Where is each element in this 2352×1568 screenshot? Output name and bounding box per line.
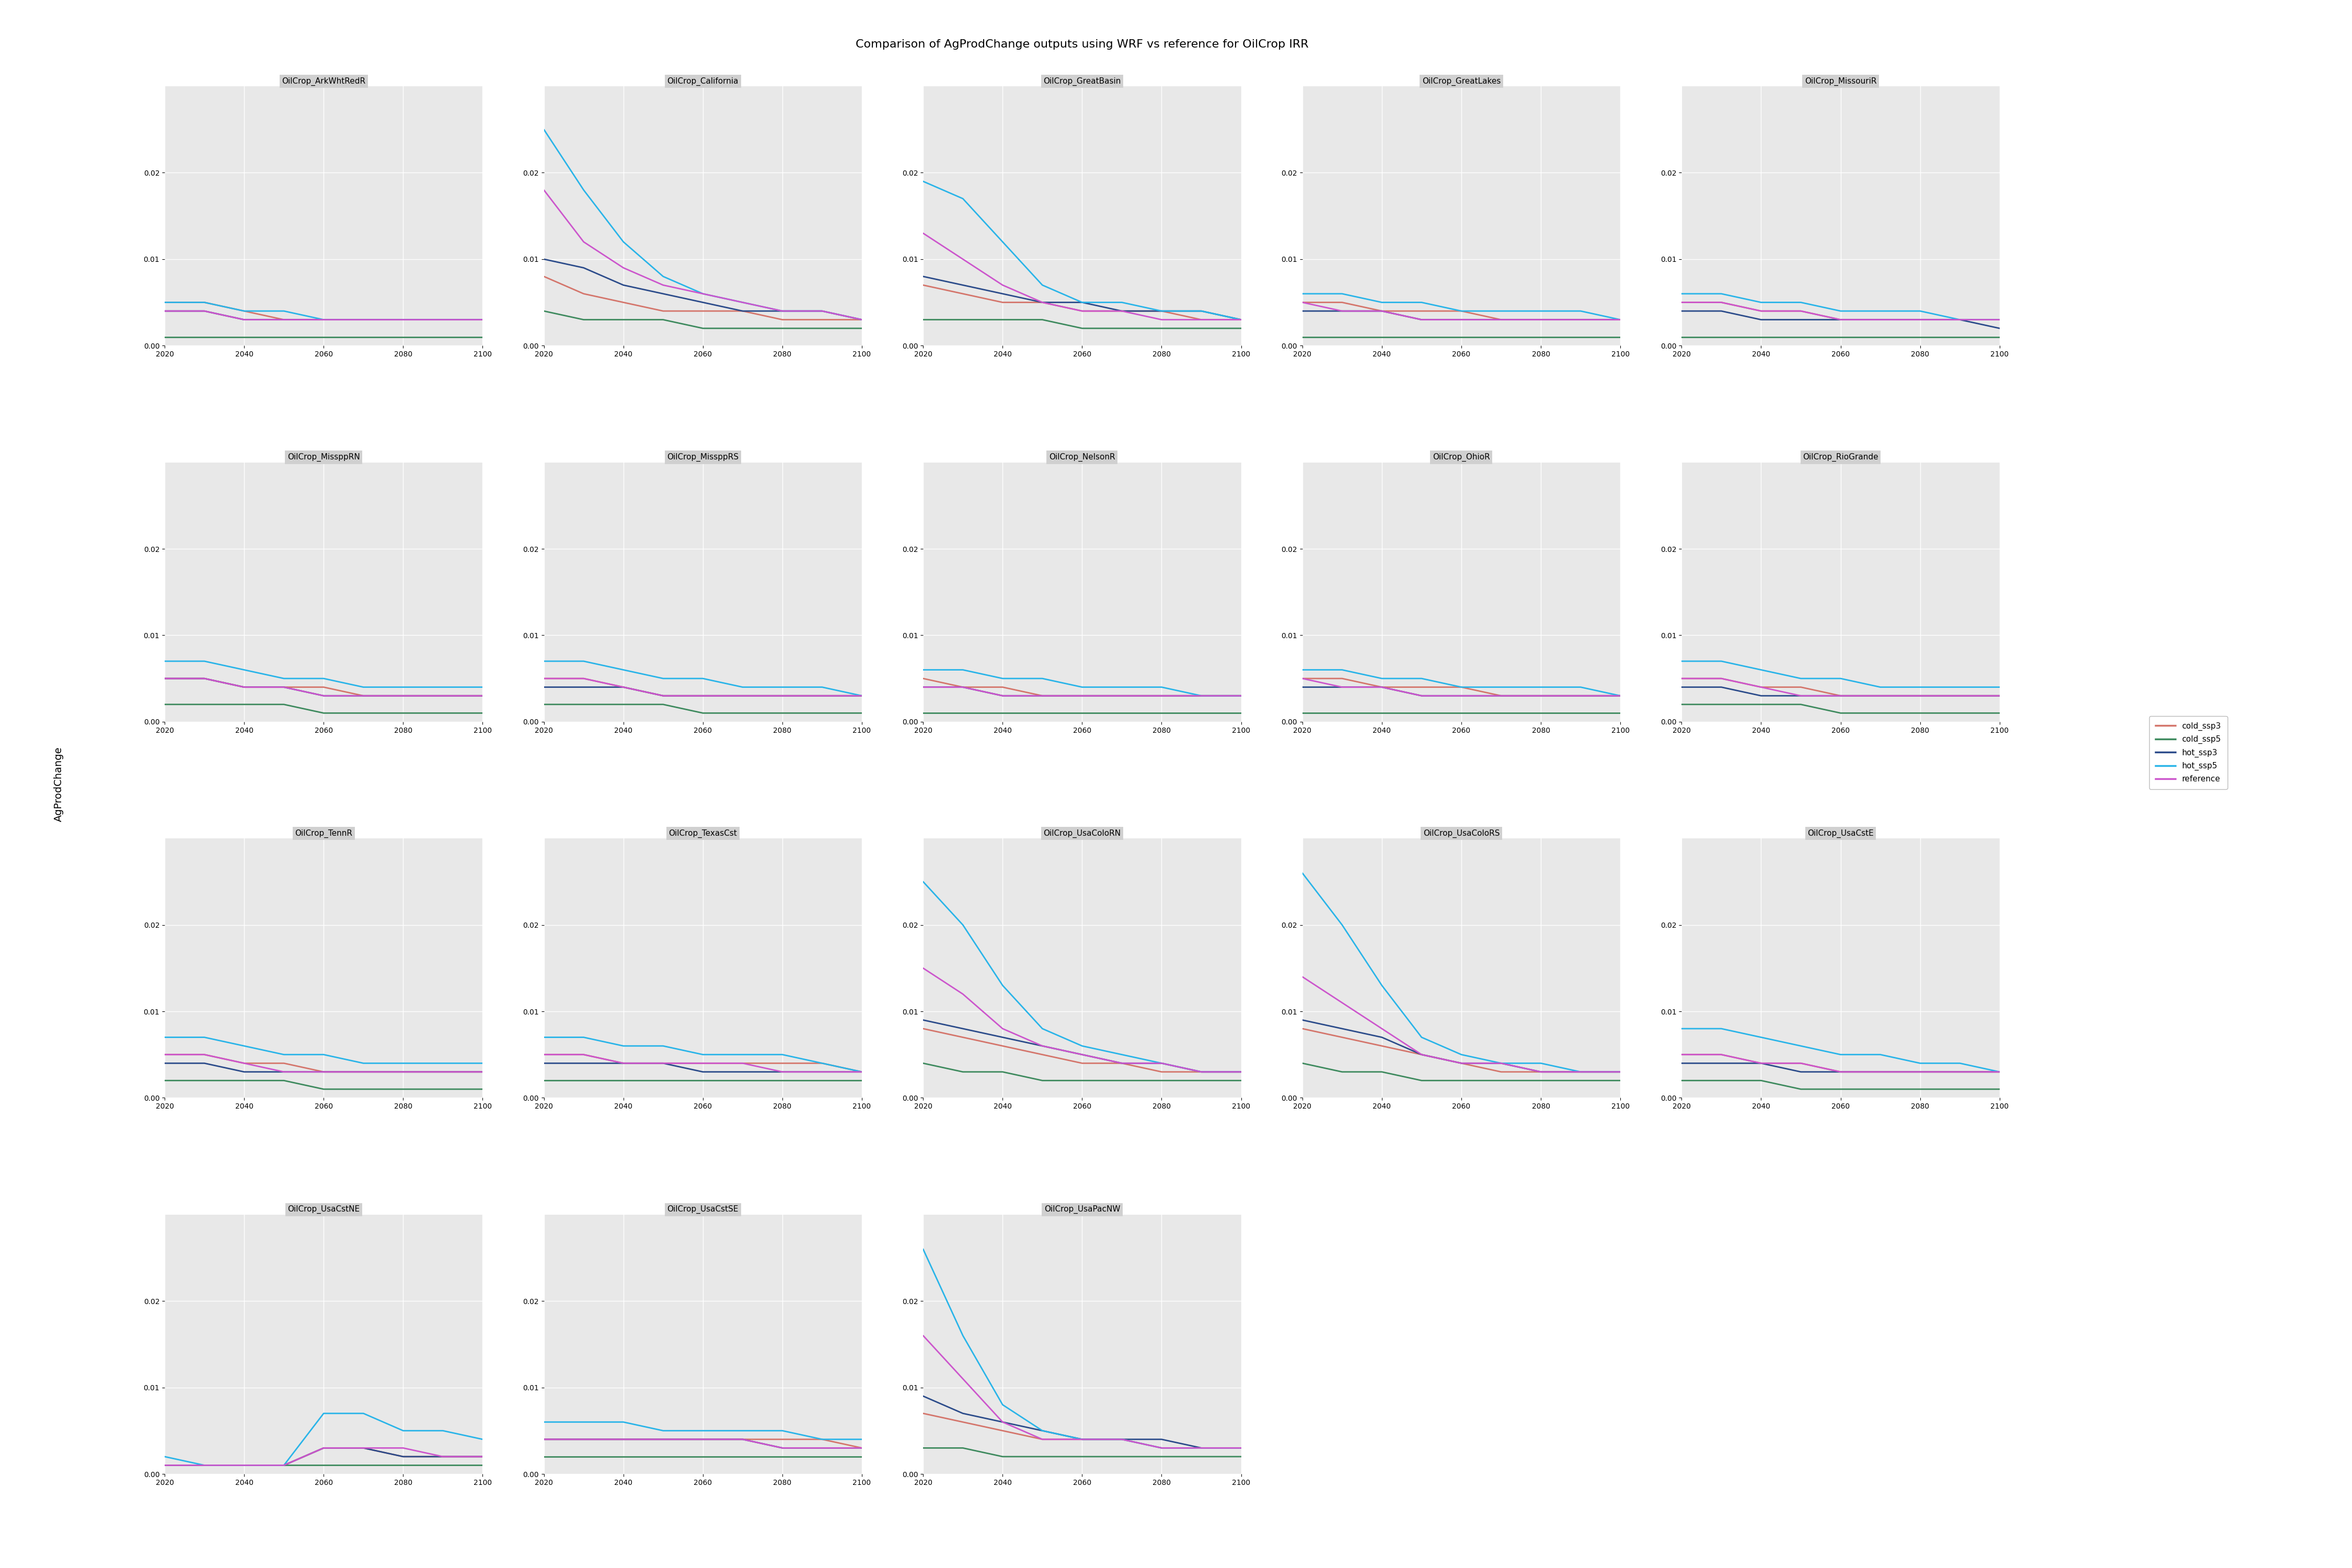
Title: OilCrop_MissppRN: OilCrop_MissppRN [287, 453, 360, 461]
Title: OilCrop_California: OilCrop_California [668, 77, 739, 86]
Legend: cold_ssp3, cold_ssp5, hot_ssp3, hot_ssp5, reference: cold_ssp3, cold_ssp5, hot_ssp3, hot_ssp5… [2150, 717, 2227, 789]
Title: OilCrop_TennR: OilCrop_TennR [294, 829, 353, 837]
Title: OilCrop_GreatLakes: OilCrop_GreatLakes [1423, 77, 1501, 86]
Title: OilCrop_RioGrande: OilCrop_RioGrande [1802, 453, 1879, 461]
Title: OilCrop_UsaCstSE: OilCrop_UsaCstSE [668, 1206, 739, 1214]
Text: Comparison of AgProdChange outputs using WRF vs reference for OilCrop IRR: Comparison of AgProdChange outputs using… [856, 39, 1308, 50]
Text: AgProdChange: AgProdChange [54, 746, 64, 822]
Title: OilCrop_UsaCstNE: OilCrop_UsaCstNE [287, 1206, 360, 1214]
Title: OilCrop_UsaCstE: OilCrop_UsaCstE [1806, 829, 1875, 837]
Title: OilCrop_UsaPacNW: OilCrop_UsaPacNW [1044, 1206, 1120, 1214]
Title: OilCrop_TexasCst: OilCrop_TexasCst [668, 829, 736, 837]
Title: OilCrop_UsaColoRN: OilCrop_UsaColoRN [1044, 829, 1122, 837]
Title: OilCrop_OhioR: OilCrop_OhioR [1432, 453, 1491, 461]
Title: OilCrop_MissouriR: OilCrop_MissouriR [1804, 77, 1877, 86]
Title: OilCrop_ArkWhtRedR: OilCrop_ArkWhtRedR [282, 77, 365, 86]
Title: OilCrop_NelsonR: OilCrop_NelsonR [1049, 453, 1115, 461]
Title: OilCrop_MissppRS: OilCrop_MissppRS [668, 453, 739, 461]
Title: OilCrop_UsaColoRS: OilCrop_UsaColoRS [1423, 829, 1501, 837]
Title: OilCrop_GreatBasin: OilCrop_GreatBasin [1044, 77, 1122, 86]
